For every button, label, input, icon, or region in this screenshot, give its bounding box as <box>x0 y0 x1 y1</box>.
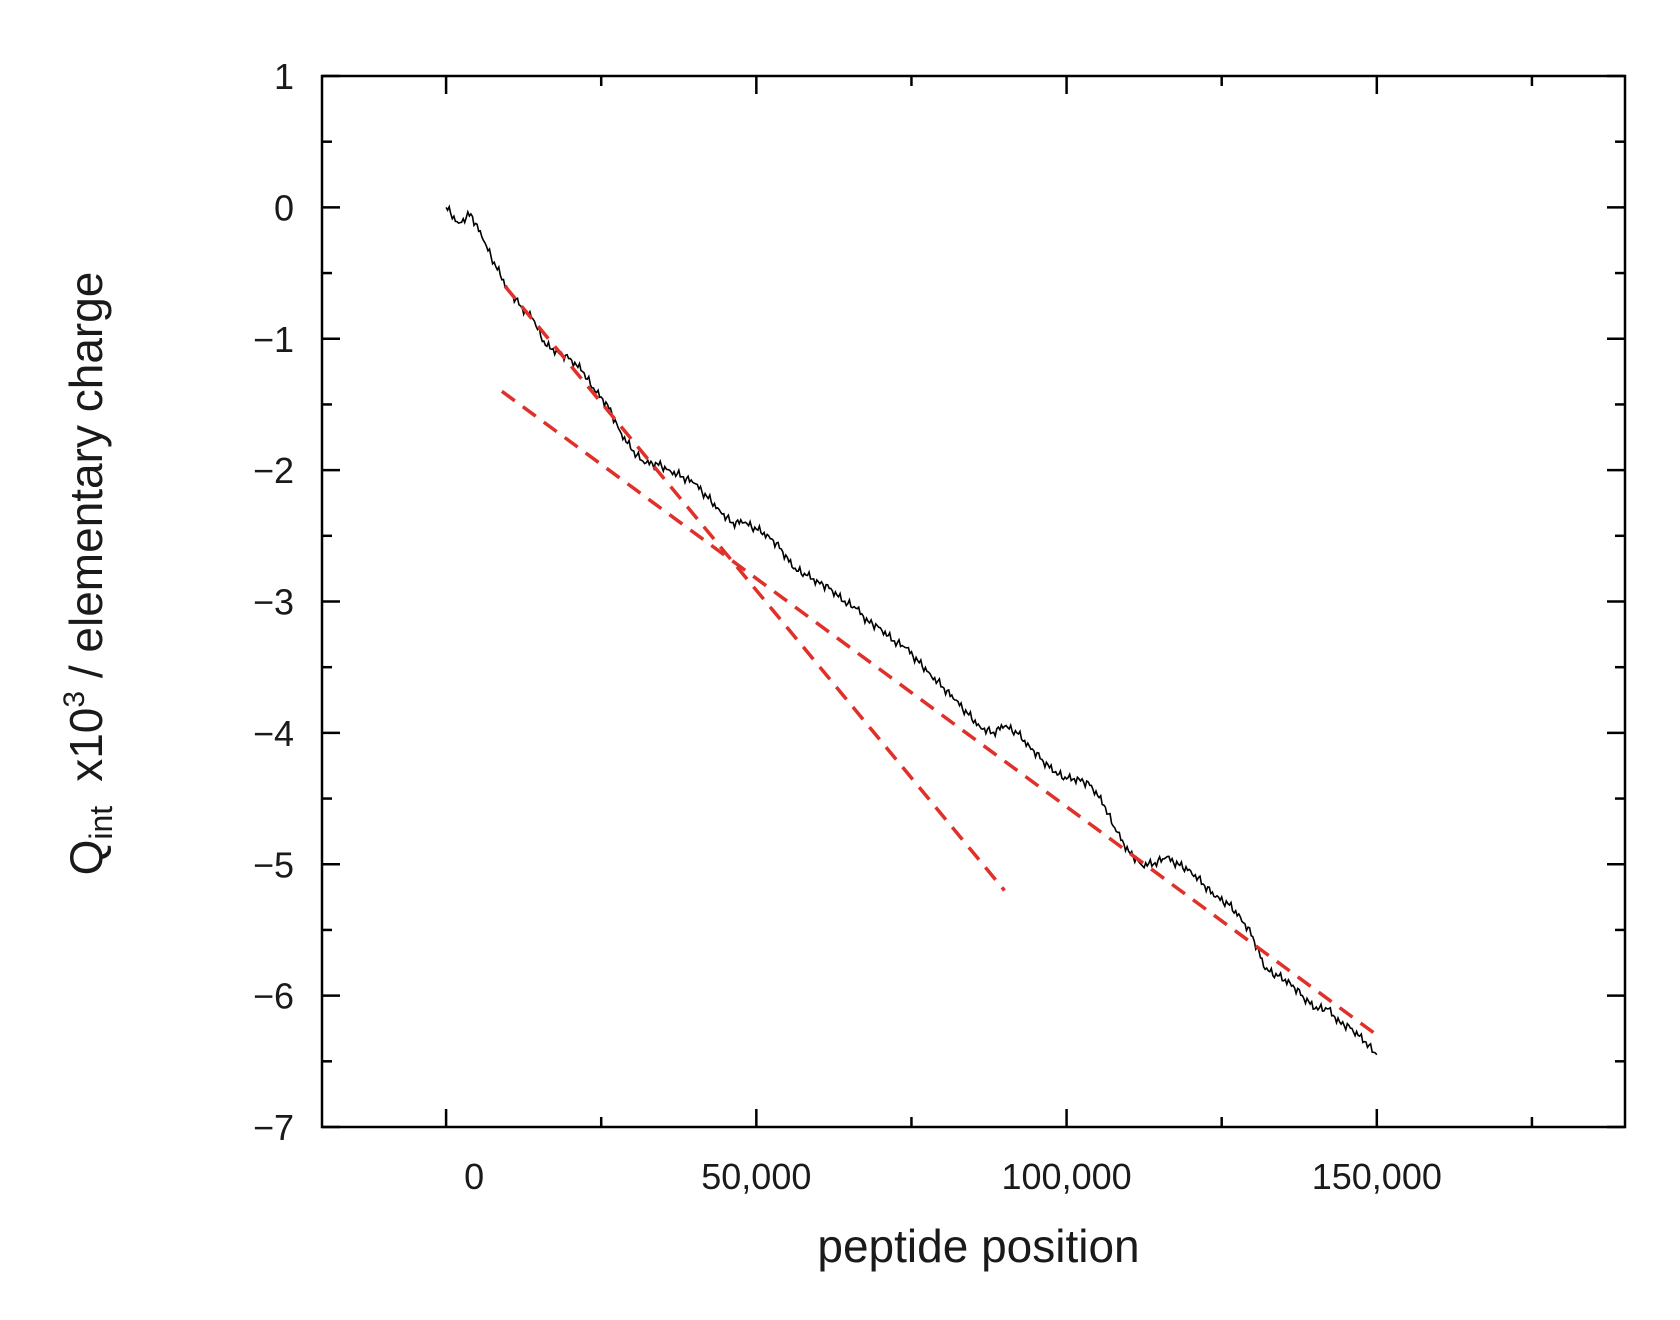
y-tick-label: −3 <box>253 582 294 623</box>
y-tick-label: −6 <box>253 976 294 1017</box>
series-layer <box>445 204 1378 1056</box>
tick-layer <box>322 74 1625 1129</box>
y-axis-title-prefix: x10 <box>60 708 112 782</box>
y-tick-label: −2 <box>253 450 294 491</box>
x-tick-label: 0 <box>464 1156 484 1197</box>
data-series-line <box>445 204 1378 1056</box>
y-tick-label: 1 <box>274 56 294 97</box>
y-tick-label: −5 <box>253 844 294 885</box>
x-tick-label: 100,000 <box>1002 1156 1132 1197</box>
y-axis-title-superscript: 3 <box>58 691 91 708</box>
y-tick-label: 0 <box>274 187 294 228</box>
y-tick-label: −1 <box>253 319 294 360</box>
x-tick-label: 150,000 <box>1312 1156 1442 1197</box>
x-tick-label: 50,000 <box>701 1156 811 1197</box>
y-axis-title-main: Q <box>60 840 112 876</box>
y-axis-title-subscript: int <box>83 806 119 840</box>
y-tick-label: −4 <box>253 713 294 754</box>
label-layer: 1 0 −1 −2 −3 −4 −5 −6 −7 0 50,000 100,000 150,000 <box>253 56 1442 1197</box>
fit-line-1 <box>503 285 1006 892</box>
y-axis-title: Qint x103 / elementary charge <box>58 272 119 876</box>
y-axis-title-rest: / elementary charge <box>60 272 112 691</box>
y-tick-label: −7 <box>253 1107 294 1148</box>
x-axis-title: peptide position <box>817 1220 1139 1272</box>
